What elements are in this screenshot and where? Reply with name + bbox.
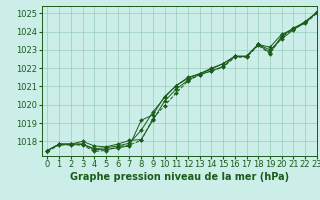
X-axis label: Graphe pression niveau de la mer (hPa): Graphe pression niveau de la mer (hPa): [70, 172, 289, 182]
